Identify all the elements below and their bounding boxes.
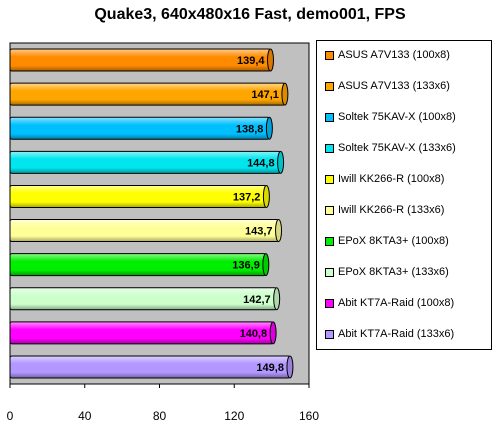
bar	[9, 48, 272, 72]
legend-swatch	[325, 236, 334, 246]
legend-label: EPoX 8KTA3+ (133x6)	[338, 266, 449, 278]
legend-item: Abit KT7A-Raid (100x8)	[325, 296, 454, 310]
bar-cap	[265, 116, 273, 140]
legend-swatch	[325, 143, 334, 153]
bar	[9, 82, 286, 106]
legend-label: Iwill KK266-R (133x6)	[338, 204, 445, 216]
legend-label: EPoX 8KTA3+ (100x8)	[338, 235, 449, 247]
legend-item: ASUS A7V133 (133x6)	[325, 79, 450, 93]
legend-swatch	[325, 174, 334, 184]
legend-label: Soltek 75KAV-X (100x8)	[338, 111, 456, 123]
legend-label: Abit KT7A-Raid (133x6)	[338, 328, 455, 340]
legend-swatch	[325, 112, 334, 122]
legend-swatch	[325, 267, 334, 277]
x-tick-label: 40	[78, 409, 92, 423]
bar	[9, 116, 270, 140]
legend-swatch	[325, 329, 334, 339]
bar-cap	[277, 150, 285, 174]
data-label: 149,8	[256, 362, 284, 374]
x-tick-label: 120	[224, 409, 244, 423]
bar	[9, 184, 267, 208]
legend-label: ASUS A7V133 (100x8)	[338, 49, 450, 61]
legend-label: Soltek 75KAV-X (133x6)	[338, 142, 456, 154]
legend-item: Iwill KK266-R (100x8)	[325, 172, 444, 186]
legend-item: Soltek 75KAV-X (133x6)	[325, 141, 456, 155]
bar-cap	[273, 287, 281, 311]
legend-swatch	[325, 81, 334, 91]
bar-cap	[262, 184, 270, 208]
data-label: 136,9	[232, 260, 260, 272]
x-tick-label: 0	[7, 409, 14, 423]
legend-swatch	[325, 205, 334, 215]
legend-item: Abit KT7A-Raid (133x6)	[325, 327, 454, 341]
bar	[9, 253, 267, 277]
bar-cap	[275, 219, 283, 243]
bar	[9, 321, 274, 345]
legend-item: EPoX 8KTA3+ (133x6)	[325, 265, 449, 279]
bar	[9, 219, 280, 243]
legend-item: EPoX 8KTA3+ (100x8)	[325, 234, 449, 248]
data-label: 143,7	[245, 226, 273, 238]
data-label: 139,4	[237, 55, 265, 67]
data-label: 140,8	[240, 328, 268, 340]
legend-item: Soltek 75KAV-X (100x8)	[325, 110, 456, 124]
data-label: 137,2	[233, 191, 261, 203]
legend-label: Abit KT7A-Raid (100x8)	[338, 297, 455, 309]
bar-cap	[267, 48, 275, 72]
data-label: 147,1	[251, 89, 279, 101]
bar-cap	[286, 355, 294, 379]
bar-cap	[262, 253, 270, 277]
bar	[9, 287, 278, 311]
legend-item: Iwill KK266-R (133x6)	[325, 203, 444, 217]
legend-item: ASUS A7V133 (100x8)	[325, 48, 450, 62]
legend-swatch	[325, 50, 334, 60]
bar	[9, 355, 291, 379]
bar-cap	[269, 321, 277, 345]
legend-label: Iwill KK266-R (100x8)	[338, 173, 445, 185]
legend-label: ASUS A7V133 (133x6)	[338, 80, 450, 92]
x-tick-label: 160	[299, 409, 319, 423]
chart-title: Quake3, 640x480x16 Fast, demo001, FPS	[94, 6, 406, 23]
bar-cap	[281, 82, 289, 106]
data-label: 144,8	[247, 157, 275, 169]
bar	[9, 150, 282, 174]
data-label: 138,8	[236, 123, 264, 135]
legend-swatch	[325, 298, 334, 308]
chart-legend: ASUS A7V133 (100x8) ASUS A7V133 (133x6) So…	[316, 40, 492, 350]
x-tick-label: 80	[153, 409, 167, 423]
data-label: 142,7	[243, 294, 271, 306]
